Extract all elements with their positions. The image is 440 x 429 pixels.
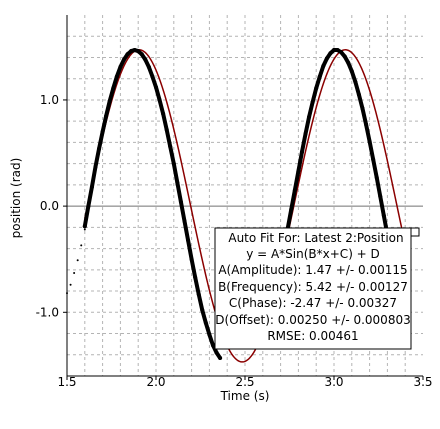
y-tick-label: -1.0 — [36, 305, 59, 319]
y-tick-label: 0.0 — [40, 199, 59, 213]
data-point — [374, 175, 379, 180]
data-point — [292, 188, 297, 193]
data-point — [364, 122, 369, 127]
data-point — [82, 224, 87, 229]
y-axis-title: position (rad) — [9, 158, 23, 239]
data-point — [100, 129, 105, 134]
data-point — [203, 320, 208, 325]
data-point — [86, 204, 91, 209]
data-point — [196, 292, 201, 297]
data-point — [136, 49, 141, 54]
fit-box-line: y = A*Sin(B*x+C) + D — [246, 247, 380, 261]
data-point-dotted — [83, 228, 86, 231]
data-point — [303, 131, 308, 136]
data-point — [307, 114, 312, 119]
data-point — [317, 74, 322, 79]
data-point — [175, 180, 180, 185]
data-point — [132, 48, 137, 53]
fit-box-resize-handle[interactable] — [410, 227, 420, 237]
data-point-dotted — [73, 272, 76, 275]
data-point — [125, 52, 130, 57]
fit-box-line: D(Offset): 0.00250 +/- 0.000803 — [215, 313, 410, 327]
data-point — [339, 50, 344, 55]
data-point — [97, 146, 102, 151]
data-series-line — [285, 48, 408, 319]
fit-box-line: B(Frequency): 5.42 +/- 0.00127 — [218, 280, 408, 294]
y-tick-label: 1.0 — [40, 93, 59, 107]
data-point — [356, 92, 361, 97]
data-point — [189, 257, 194, 262]
data-point — [324, 56, 329, 61]
data-point — [114, 74, 119, 79]
data-point — [321, 63, 326, 68]
data-point — [214, 350, 219, 355]
data-point — [164, 127, 169, 132]
data-point — [200, 308, 205, 313]
data-point — [360, 106, 365, 111]
data-point — [299, 149, 304, 154]
x-tick-label: 2.5 — [235, 375, 254, 389]
data-point — [289, 207, 294, 212]
data-point — [107, 99, 112, 104]
data-point-dotted — [69, 283, 72, 286]
data-point — [168, 144, 173, 149]
data-point — [157, 97, 162, 102]
fit-box-frame — [214, 227, 412, 350]
fit-box-line: C(Phase): -2.47 +/- 0.00327 — [229, 296, 397, 310]
data-point — [353, 79, 358, 84]
data-point — [161, 111, 166, 116]
data-point — [342, 54, 347, 59]
x-tick-label: 1.5 — [57, 375, 76, 389]
x-axis-title: Time (s) — [220, 389, 270, 403]
data-point — [332, 48, 336, 53]
data-point — [111, 86, 116, 91]
data-point — [129, 49, 134, 54]
data-point — [328, 51, 333, 56]
fit-box-line: A(Amplitude): 1.47 +/- 0.00115 — [218, 263, 407, 277]
x-tick-label: 3.0 — [324, 375, 343, 389]
data-point — [178, 199, 183, 204]
data-point — [371, 157, 376, 162]
data-point-dotted — [66, 292, 68, 295]
data-point — [349, 69, 354, 74]
data-point — [186, 238, 191, 243]
data-point — [154, 85, 158, 90]
data-point — [381, 213, 386, 218]
tick-labels: 1.5 2.0 2.5 3.0 3.5 -1.0 0.0 1.0 — [36, 93, 433, 389]
data-point — [218, 355, 223, 360]
x-tick-label: 2.0 — [146, 375, 165, 389]
data-point — [121, 57, 126, 62]
data-point — [118, 65, 123, 70]
data-point — [210, 343, 215, 348]
data-point — [314, 86, 319, 91]
data-point — [146, 65, 151, 70]
fit-box-line: RMSE: 0.00461 — [267, 329, 358, 343]
data-point-dotted — [80, 244, 83, 247]
data-point — [139, 52, 144, 57]
data-point — [171, 161, 176, 166]
data-point — [296, 169, 301, 174]
x-tick-label: 3.5 — [413, 375, 432, 389]
data-point — [104, 113, 109, 118]
data-point — [150, 74, 155, 79]
fit-box-line: Auto Fit For: Latest 2:Position — [228, 231, 403, 245]
data-point — [335, 48, 340, 53]
data-point — [207, 332, 212, 337]
data-point — [182, 218, 187, 223]
data-point — [89, 185, 94, 190]
data-point — [346, 60, 351, 65]
data-point — [143, 57, 148, 62]
data-point-dotted — [76, 259, 79, 262]
data-point — [367, 139, 372, 144]
fit-info-box[interactable]: Auto Fit For: Latest 2:Position y = A*Si… — [214, 227, 420, 350]
axes — [63, 15, 424, 380]
data-point — [378, 194, 383, 199]
data-point — [310, 100, 315, 105]
data-series-layer — [66, 48, 408, 360]
data-point — [193, 275, 198, 280]
data-point — [93, 164, 98, 169]
